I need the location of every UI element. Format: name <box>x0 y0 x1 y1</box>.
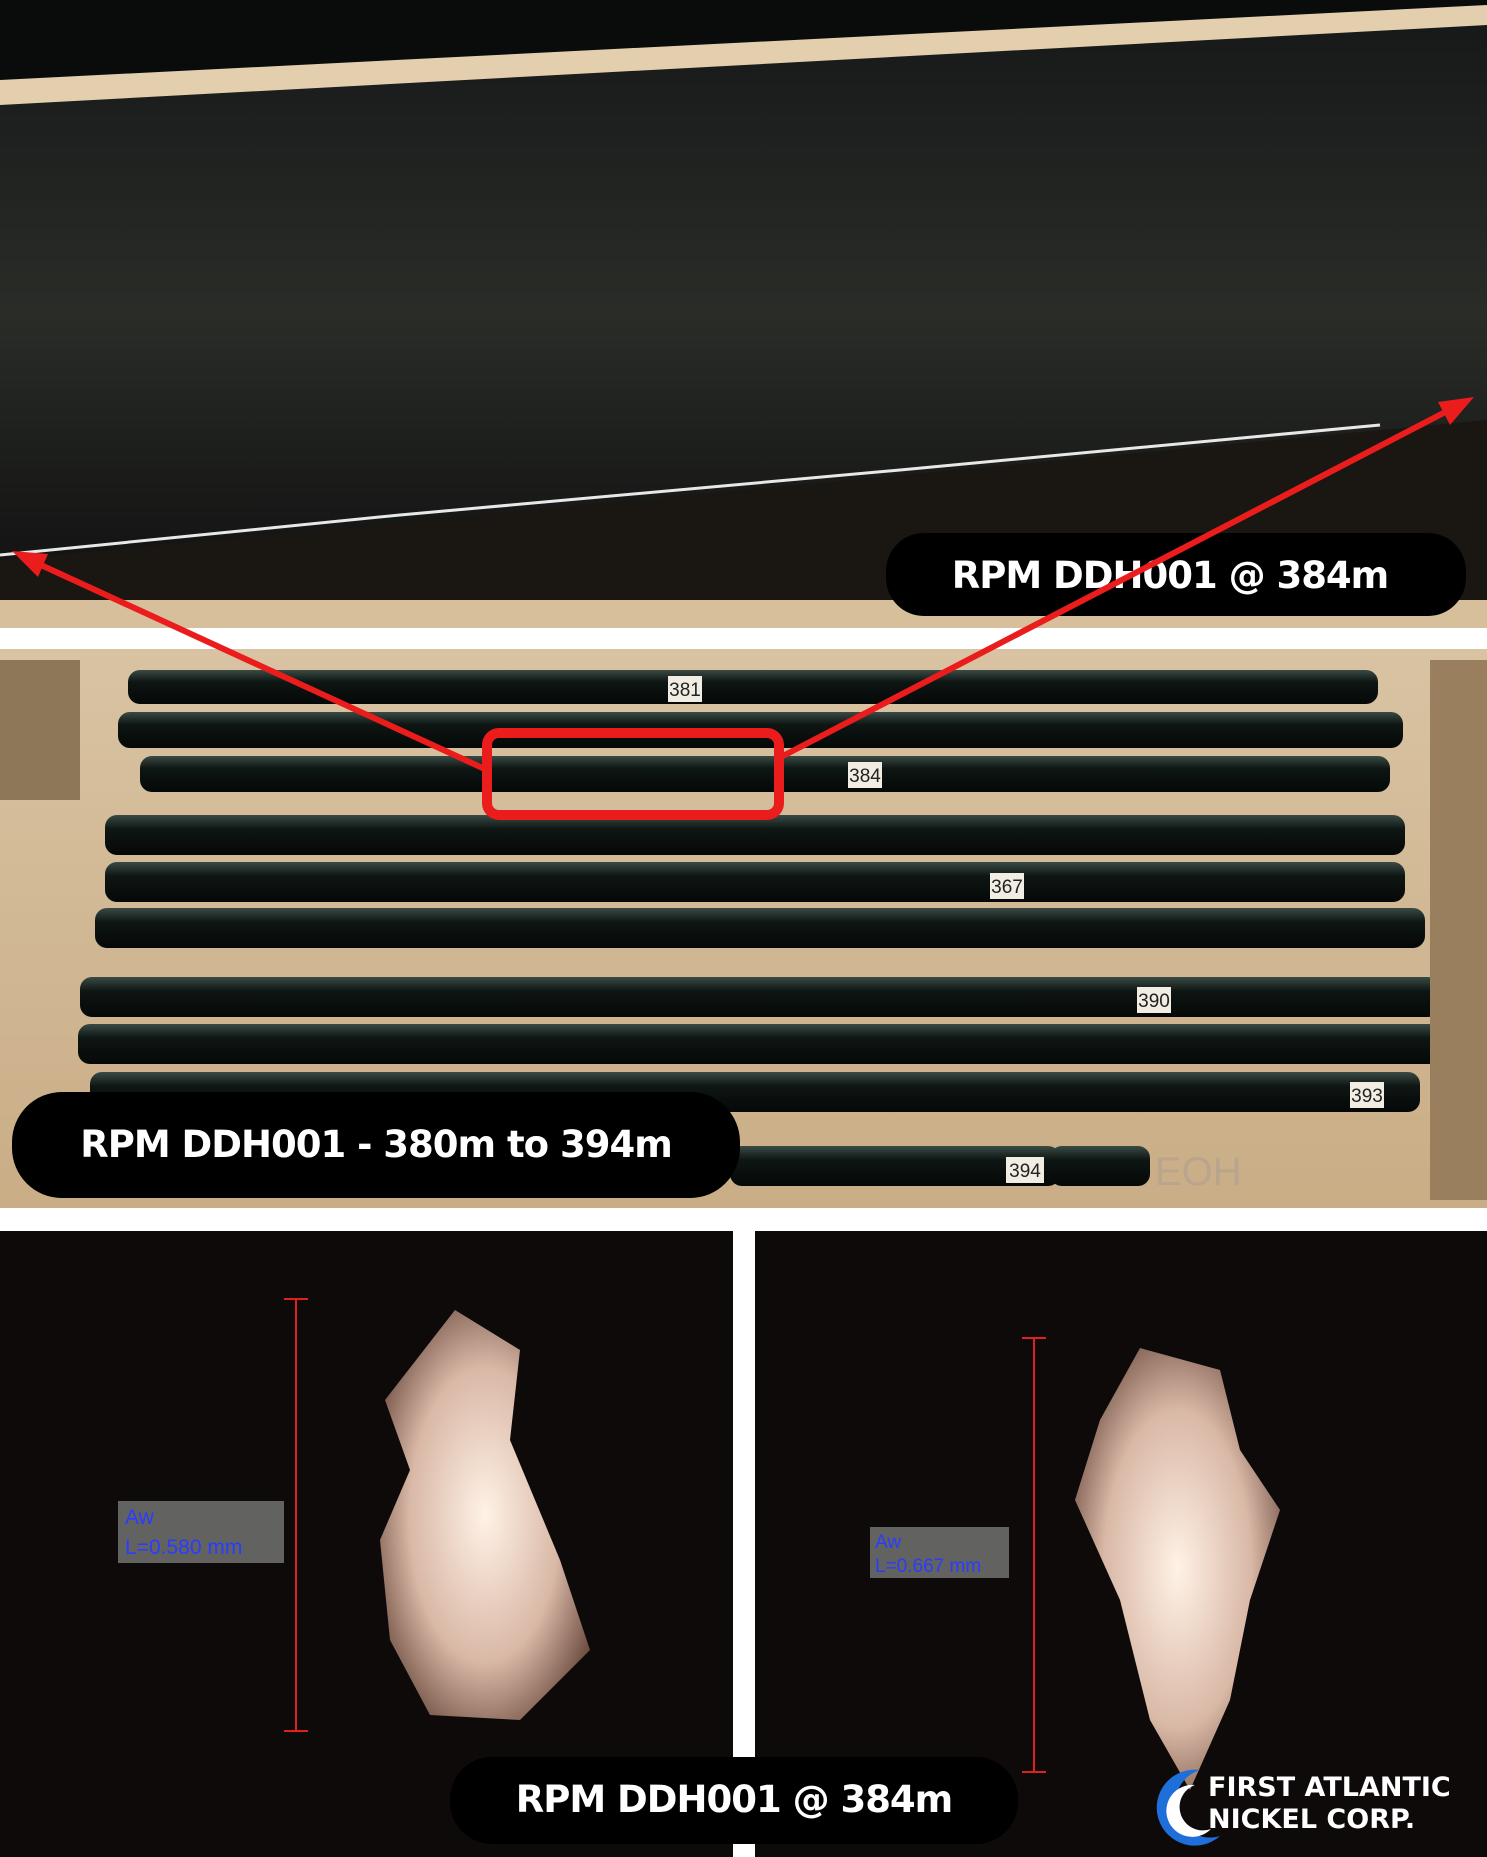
measurement: L=0.667 mm <box>875 1556 981 1577</box>
arrow <box>777 404 1457 761</box>
wood-strip <box>0 5 1487 105</box>
logo-line: NICKEL CORP. <box>1208 1804 1415 1835</box>
mineral-label: Aw <box>875 1532 901 1553</box>
depth-tag: 384 <box>849 766 881 787</box>
photo-label: RPM DDH001 @ 384m <box>516 1778 953 1821</box>
highlight-box <box>482 728 784 820</box>
logo: FIRST ATLANTIC NICKEL CORP. <box>1156 1769 1451 1846</box>
depth-tags: 381 384 367 390 393 394 EOH <box>668 676 1384 1194</box>
depth-tag: 393 <box>1351 1086 1383 1107</box>
photo-label: RPM DDH001 - 380m to 394m <box>80 1123 672 1166</box>
photo-label: RPM DDH001 @ 384m <box>952 554 1389 597</box>
depth-tag: 394 <box>1009 1161 1041 1182</box>
arrow <box>28 557 489 773</box>
micrograph-right: Aw L=0.667 mm <box>755 1231 1487 1857</box>
mineral-grain <box>380 1310 590 1720</box>
label-pill <box>450 1757 1018 1844</box>
depth-tag: 367 <box>991 877 1023 898</box>
logo-line: FIRST ATLANTIC <box>1208 1772 1451 1803</box>
core-box-photo: 381 384 367 390 393 394 EOH RPM DDH001 -… <box>0 649 1487 1208</box>
mineral-label: Aw <box>125 1506 155 1529</box>
top-photo: RPM DDH001 @ 384m <box>0 0 1487 628</box>
reflection <box>0 423 1381 557</box>
core-rows <box>78 670 1453 1186</box>
depth-tag: 390 <box>1138 991 1170 1012</box>
highlight <box>12 397 1474 820</box>
label-pill <box>12 1092 740 1198</box>
end-of-hole-mark: EOH <box>1155 1150 1242 1194</box>
label-pill <box>886 533 1466 616</box>
measurement: L=0.580 mm <box>125 1536 242 1559</box>
micrograph-left: Aw L=0.580 mm <box>0 1231 733 1857</box>
mineral-grain <box>1075 1348 1280 1790</box>
depth-tag: 381 <box>669 680 701 701</box>
